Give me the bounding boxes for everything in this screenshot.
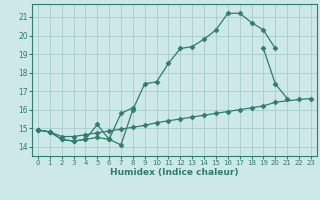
X-axis label: Humidex (Indice chaleur): Humidex (Indice chaleur) bbox=[110, 168, 239, 177]
